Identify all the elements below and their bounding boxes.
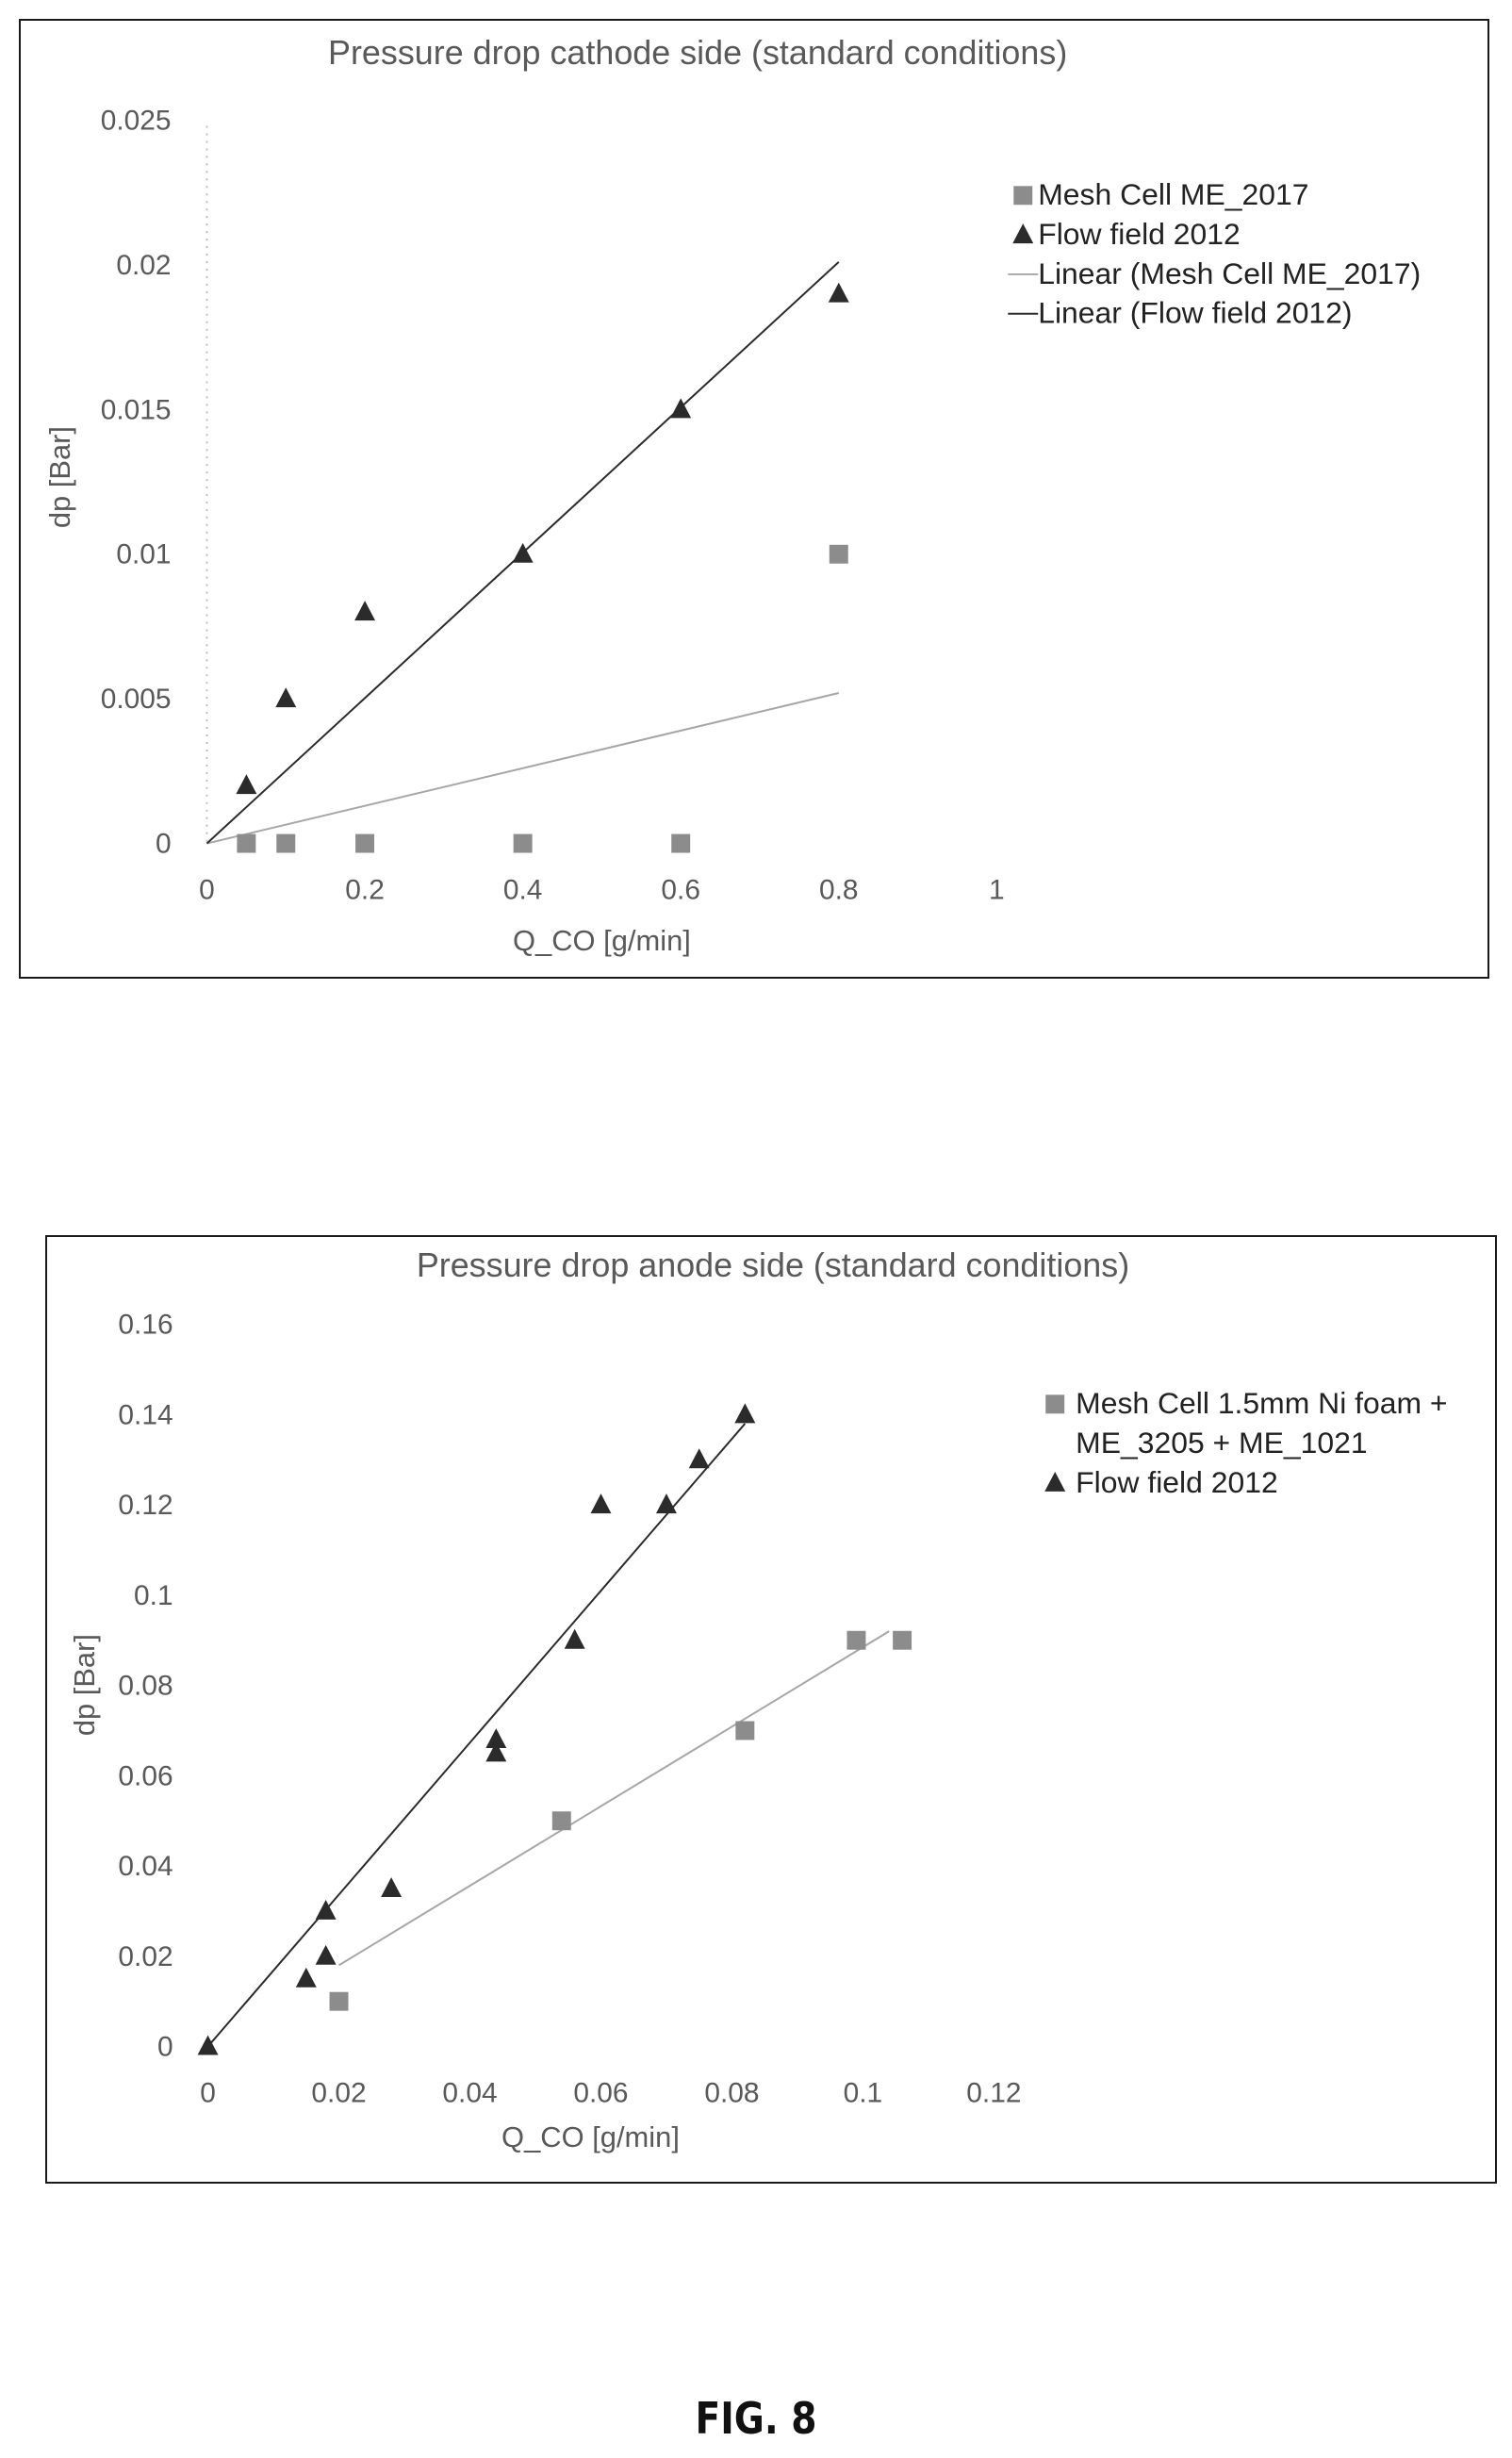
chart-title: Pressure drop cathode side (standard con… xyxy=(328,34,1067,72)
legend-square-symbol xyxy=(1013,186,1033,206)
x-axis-label: Q_CO [g/min] xyxy=(513,924,691,957)
triangle-point xyxy=(734,1403,756,1424)
y-tick-label: 0.08 xyxy=(118,1671,173,1702)
legend-entry-label: Linear (Flow field 2012) xyxy=(1038,296,1352,330)
y-tick-label: 0.04 xyxy=(118,1851,173,1882)
y-tick-label: 0.14 xyxy=(118,1399,173,1430)
trendline xyxy=(338,1630,890,1967)
x-tick-label: 0.1 xyxy=(844,2077,883,2108)
trendline xyxy=(206,1423,747,2048)
square-point xyxy=(237,833,256,853)
square-point xyxy=(276,833,296,853)
legend-entry-label: ME_3205 + ME_1021 xyxy=(1076,1426,1367,1460)
y-axis-label: dp [Bar] xyxy=(68,1634,101,1736)
triangle-point xyxy=(512,542,534,563)
anode-chart-svg: Pressure drop anode side (standard condi… xyxy=(68,1246,1448,2153)
x-tick-label: 0.4 xyxy=(503,874,543,905)
x-tick-label: 0.12 xyxy=(966,2077,1021,2108)
y-tick-label: 0.06 xyxy=(118,1760,173,1791)
square-point xyxy=(829,544,848,564)
square-point xyxy=(329,1991,349,2011)
y-tick-label: 0.015 xyxy=(101,394,172,425)
x-tick-label: 1 xyxy=(989,874,1005,905)
triangle-point xyxy=(828,282,849,303)
trendline xyxy=(206,692,840,845)
legend-entry-label: Mesh Cell ME_2017 xyxy=(1038,177,1308,211)
triangle-point xyxy=(354,601,376,621)
triangle-point xyxy=(236,774,257,795)
square-point xyxy=(551,1811,571,1831)
x-tick-label: 0.04 xyxy=(442,2077,497,2108)
triangle-point xyxy=(655,1493,677,1514)
triangle-point xyxy=(275,687,297,708)
y-tick-label: 0.1 xyxy=(134,1580,173,1611)
square-point xyxy=(893,1630,912,1650)
triangle-point xyxy=(564,1628,585,1649)
triangle-point xyxy=(381,1877,403,1897)
triangle-point xyxy=(485,1728,507,1749)
cathode-chart-svg: Pressure drop cathode side (standard con… xyxy=(43,34,1421,957)
legend-triangle-symbol xyxy=(1012,223,1034,244)
square-point xyxy=(671,833,691,853)
legend-entry-label: Flow field 2012 xyxy=(1076,1465,1278,1499)
x-tick-label: 0 xyxy=(200,2077,216,2108)
legend-entry-label: Linear (Mesh Cell ME_2017) xyxy=(1038,256,1421,290)
x-tick-label: 0 xyxy=(199,874,215,905)
y-tick-label: 0.02 xyxy=(118,1941,173,1972)
triangle-point xyxy=(670,398,692,419)
x-tick-label: 0.08 xyxy=(704,2077,759,2108)
triangle-point xyxy=(197,2035,219,2055)
figure-label: FIG. 8 xyxy=(695,2393,817,2444)
square-point xyxy=(846,1630,866,1650)
y-tick-label: 0.005 xyxy=(101,684,172,715)
y-tick-label: 0.025 xyxy=(101,106,172,137)
cathode-chart: Pressure drop cathode side (standard con… xyxy=(19,19,1489,979)
x-tick-label: 0.8 xyxy=(819,874,859,905)
y-axis-label: dp [Bar] xyxy=(43,426,76,528)
square-point xyxy=(513,833,533,853)
x-tick-label: 0.6 xyxy=(661,874,700,905)
triangle-point xyxy=(295,1967,317,1988)
legend-entry-label: Flow field 2012 xyxy=(1038,217,1241,251)
y-tick-label: 0.16 xyxy=(118,1310,173,1341)
y-tick-label: 0 xyxy=(157,2032,173,2063)
legend-entry-label: Mesh Cell 1.5mm Ni foam + xyxy=(1076,1386,1447,1420)
x-tick-label: 0.02 xyxy=(311,2077,366,2108)
triangle-point xyxy=(315,1900,337,1920)
x-axis-label: Q_CO [g/min] xyxy=(501,2120,680,2153)
triangle-point xyxy=(485,1741,507,1762)
legend-square-symbol xyxy=(1045,1394,1065,1414)
triangle-point xyxy=(315,1944,337,1965)
chart-title: Pressure drop anode side (standard condi… xyxy=(417,1246,1129,1284)
triangle-point xyxy=(688,1448,710,1469)
square-point xyxy=(735,1721,755,1740)
legend-triangle-symbol xyxy=(1044,1472,1066,1492)
y-tick-label: 0.01 xyxy=(116,539,171,570)
triangle-point xyxy=(590,1493,612,1514)
y-tick-label: 0.12 xyxy=(118,1490,173,1521)
square-point xyxy=(355,833,375,853)
x-tick-label: 0.06 xyxy=(573,2077,628,2108)
y-tick-label: 0 xyxy=(156,829,172,860)
y-tick-label: 0.02 xyxy=(116,250,171,281)
anode-chart: Pressure drop anode side (standard condi… xyxy=(45,1235,1497,2184)
x-tick-label: 0.2 xyxy=(345,874,385,905)
